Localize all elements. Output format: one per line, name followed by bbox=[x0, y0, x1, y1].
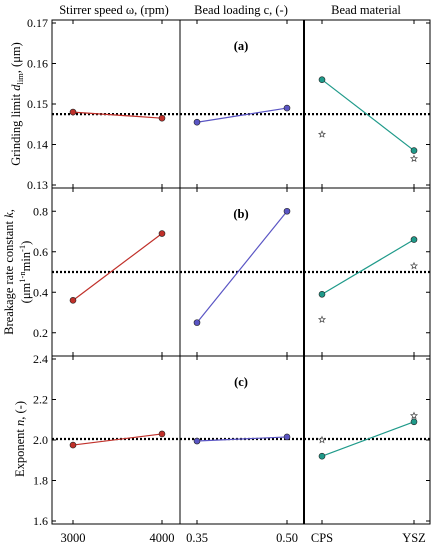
panel-label: (c) bbox=[234, 375, 248, 389]
panel-label: (b) bbox=[233, 207, 248, 221]
data-point bbox=[283, 207, 291, 215]
header-bead-material: Bead material bbox=[331, 3, 401, 17]
data-point bbox=[193, 319, 201, 326]
y-tick-label: 0.2 bbox=[33, 326, 48, 340]
data-point bbox=[69, 441, 77, 449]
data-point bbox=[69, 108, 77, 116]
data-point bbox=[283, 104, 291, 112]
x-tick-label: 4000 bbox=[150, 531, 175, 545]
x-tick-label: 0.35 bbox=[186, 531, 208, 545]
x-tick-label: CPS bbox=[311, 531, 333, 545]
y-tick-label: 0.14 bbox=[27, 138, 48, 152]
series-line bbox=[196, 107, 288, 123]
data-point bbox=[318, 290, 326, 298]
star-marker bbox=[317, 315, 327, 324]
star-marker bbox=[409, 261, 419, 270]
header-stirrer-speed-text: Stirrer speed ω, (rpm) bbox=[59, 3, 169, 17]
star-marker bbox=[317, 435, 327, 444]
data-point bbox=[158, 230, 166, 237]
panels-group: 0.13 0.14 0.15 0.16 0.17 (a) 0.2 0.4 0.6 0.8 (b) 1.… bbox=[27, 16, 431, 545]
y-tick-label: 1.8 bbox=[33, 474, 48, 488]
data-point bbox=[158, 430, 166, 438]
y-tick-label: 0.8 bbox=[33, 204, 48, 218]
y-tick-label: 0.13 bbox=[27, 178, 48, 192]
ylabel-panel-b-line1: Breakage rate constant k, bbox=[2, 209, 16, 335]
series-line bbox=[72, 433, 163, 446]
data-point bbox=[410, 236, 418, 243]
series-line bbox=[321, 239, 415, 295]
ylabel-panel-a: Grinding limit dlim, (μm) bbox=[9, 42, 25, 166]
data-point bbox=[193, 437, 201, 445]
y-tick-label: 0.16 bbox=[27, 57, 48, 71]
ylabel-panel-b-line2: (μm1-nmin-1) bbox=[17, 241, 33, 304]
series-line bbox=[321, 421, 415, 457]
series-line bbox=[196, 210, 288, 324]
panel-2: 0.2 0.4 0.6 0.8 (b) bbox=[33, 187, 431, 357]
y-tick-label: 0.4 bbox=[33, 285, 48, 299]
data-point bbox=[283, 433, 291, 441]
header-stirrer-speed: Stirrer speed ω, (rpm) bbox=[59, 3, 169, 17]
data-point bbox=[318, 452, 326, 460]
y-tick-label: 2.0 bbox=[33, 433, 48, 447]
x-tick-label: 3000 bbox=[61, 531, 86, 545]
ylabel-panel-c: Exponent n, (-) bbox=[13, 401, 27, 477]
header-bead-loading: Bead loading c, (-) bbox=[194, 3, 288, 17]
data-point bbox=[69, 297, 77, 304]
data-point bbox=[318, 76, 326, 83]
data-point bbox=[410, 418, 418, 426]
panel-1: 0.13 0.14 0.15 0.16 0.17 (a) bbox=[27, 16, 431, 192]
series-line bbox=[72, 233, 163, 301]
series-line bbox=[72, 111, 163, 119]
series-line bbox=[196, 436, 288, 442]
y-tick-label: 0.6 bbox=[33, 245, 48, 259]
x-tick-label: YSZ bbox=[402, 531, 426, 545]
star-marker bbox=[409, 154, 419, 163]
y-tick-label: 1.6 bbox=[33, 514, 48, 528]
data-point bbox=[410, 147, 418, 154]
panel-3: 1.6 1.8 2.0 2.2 2.4 (c) bbox=[33, 352, 431, 528]
panel-label: (a) bbox=[234, 39, 249, 53]
star-marker bbox=[317, 130, 327, 138]
x-tick-label: 0.50 bbox=[276, 531, 298, 545]
y-tick-label: 2.4 bbox=[33, 352, 48, 366]
data-point bbox=[193, 118, 201, 126]
y-tick-label: 0.15 bbox=[27, 97, 48, 111]
star-marker bbox=[409, 411, 419, 420]
series-line bbox=[321, 79, 415, 152]
y-tick-label: 0.17 bbox=[27, 16, 48, 30]
y-tick-label: 2.2 bbox=[33, 393, 48, 407]
data-point bbox=[158, 114, 166, 122]
